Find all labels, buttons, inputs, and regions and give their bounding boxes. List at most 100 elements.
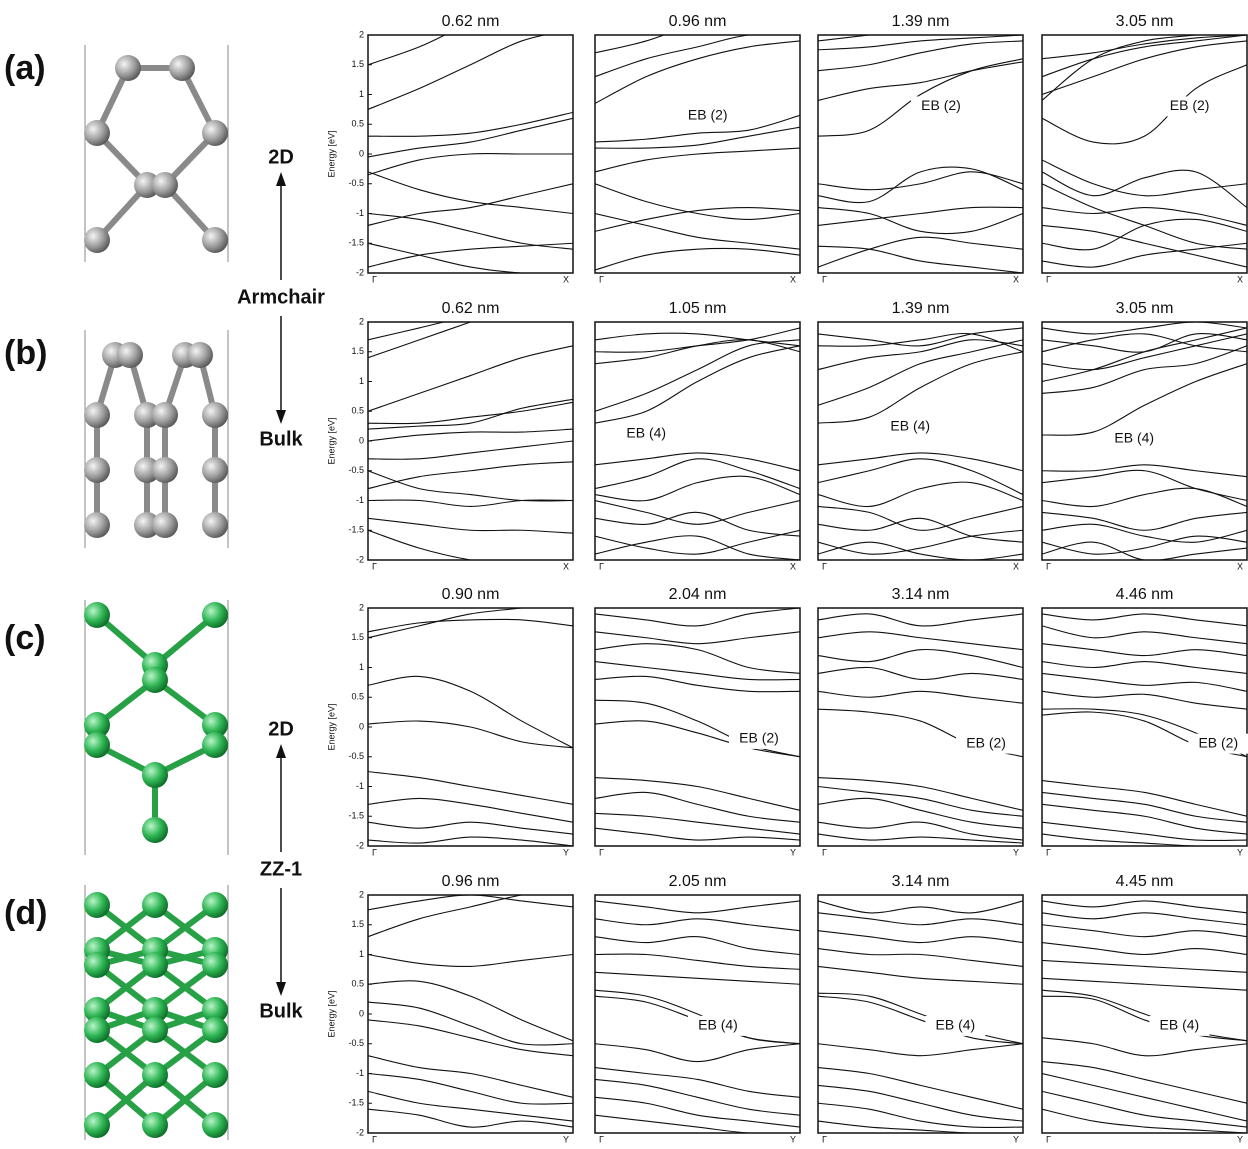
structure — [84, 885, 228, 1140]
y-tick-label: -2 — [356, 1127, 364, 1137]
band — [1042, 943, 1247, 955]
panel-title: 4.46 nm — [1116, 586, 1174, 603]
band — [818, 1044, 1023, 1056]
band — [818, 949, 1023, 967]
x-tick-label: Γ — [822, 561, 827, 571]
atom — [152, 172, 178, 198]
band — [368, 118, 573, 157]
x-tick-label: X — [1013, 274, 1019, 284]
panel-label: (d) — [4, 894, 47, 932]
panel-title: 4.45 nm — [1116, 873, 1174, 890]
band — [818, 1103, 1023, 1127]
atom — [169, 55, 195, 81]
y-axis-label: Energy [eV] — [326, 130, 336, 177]
atom — [152, 402, 178, 428]
band — [595, 644, 800, 674]
band — [818, 649, 1023, 667]
bands — [595, 328, 800, 560]
band — [595, 346, 800, 423]
band — [1042, 41, 1247, 95]
x-tick-label: Γ — [822, 274, 827, 284]
atom — [84, 602, 110, 628]
band-panel: 4.46 nmΓYEB (2) — [1042, 586, 1248, 857]
y-tick-label: 1 — [359, 662, 364, 672]
atom — [202, 512, 228, 538]
band — [595, 453, 800, 471]
band — [368, 154, 573, 175]
panel-title: 0.96 nm — [442, 873, 500, 890]
annotation: EB (4) — [626, 425, 666, 441]
y-axis-label: Energy [eV] — [326, 703, 336, 750]
atom — [152, 457, 178, 483]
band — [368, 1109, 573, 1127]
band — [595, 184, 800, 220]
atom — [84, 457, 110, 483]
panel-title: 2.04 nm — [669, 586, 727, 603]
band — [818, 41, 1023, 71]
plot-frame — [368, 895, 573, 1133]
band — [1042, 913, 1247, 925]
annotation: EB (4) — [698, 1017, 738, 1033]
annotation: EB (2) — [1170, 97, 1210, 113]
atom — [152, 512, 178, 538]
bands — [595, 608, 800, 840]
band — [818, 778, 1023, 811]
x-tick-label: Y — [563, 1134, 569, 1144]
band — [368, 822, 573, 834]
atom — [115, 55, 141, 81]
atom — [202, 952, 228, 978]
figure: (a)(b)(c)(d)Armchair2DBulkZZ-12DBulk0.62… — [0, 0, 1248, 1144]
atom — [202, 227, 228, 253]
band — [1042, 960, 1247, 972]
y-tick-label: -0.5 — [348, 465, 364, 475]
band — [818, 913, 1023, 925]
x-tick-label: Y — [1013, 847, 1019, 857]
band — [818, 334, 1023, 352]
band-panel: 3.05 nmΓXEB (4) — [1042, 300, 1247, 571]
x-tick-label: Γ — [1046, 847, 1051, 857]
bands — [818, 328, 1023, 560]
x-tick-label: Γ — [372, 1134, 377, 1144]
band — [818, 237, 1023, 267]
atom — [142, 1112, 168, 1138]
band — [595, 901, 800, 913]
x-tick-label: Γ — [599, 561, 604, 571]
y-tick-label: -1.5 — [348, 525, 364, 535]
arrow-head — [276, 744, 286, 758]
band-panel: 1.39 nmΓXEB (2) — [818, 13, 1023, 284]
y-axis-label: Energy [eV] — [326, 990, 336, 1037]
x-tick-label: Y — [1013, 1134, 1019, 1144]
band — [595, 828, 800, 840]
bands — [368, 889, 573, 1127]
y-tick-label: 0 — [359, 435, 364, 445]
panel-title: 2.05 nm — [669, 873, 727, 890]
y-tick-label: 0.5 — [351, 119, 364, 129]
y-tick-label: 1.5 — [351, 632, 364, 642]
atom — [84, 952, 110, 978]
x-tick-label: X — [1013, 561, 1019, 571]
band — [1042, 792, 1247, 822]
band — [1042, 346, 1247, 394]
band — [368, 981, 573, 1041]
band — [368, 619, 573, 631]
x-tick-label: Γ — [1046, 274, 1051, 284]
band — [1042, 334, 1247, 352]
band — [818, 614, 1023, 626]
band — [368, 676, 573, 747]
atom — [142, 952, 168, 978]
atom — [202, 1112, 228, 1138]
x-tick-label: Γ — [1046, 561, 1051, 571]
y-tick-label: 2 — [359, 29, 364, 39]
plot-frame — [368, 322, 573, 560]
y-tick-label: -2 — [356, 267, 364, 277]
atom — [84, 402, 110, 428]
band — [1042, 662, 1247, 674]
band — [818, 172, 1023, 190]
x-tick-label: X — [1237, 561, 1243, 571]
y-tick-label: -0.5 — [348, 751, 364, 761]
band — [818, 340, 1023, 370]
bands — [595, 5, 800, 270]
y-tick-label: -0.5 — [348, 1038, 364, 1048]
y-tick-label: -2 — [356, 840, 364, 850]
